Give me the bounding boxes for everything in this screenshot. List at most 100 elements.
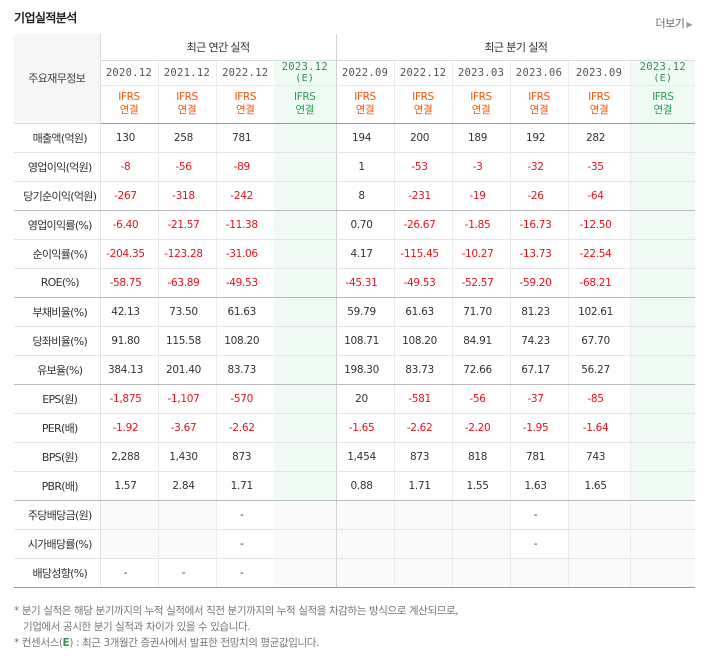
table-cell bbox=[335, 558, 395, 588]
column-date: 2022.12 bbox=[393, 60, 453, 86]
table-cell bbox=[100, 500, 158, 530]
table-cell bbox=[629, 529, 696, 559]
column-date: 2023.12 (E) bbox=[629, 60, 696, 86]
table-row: BPS(원) 2,288 1,430 873 1,454 873 818 781 743 bbox=[14, 442, 696, 472]
table-cell: 67.70 bbox=[567, 326, 631, 356]
table-cell: 1.71 bbox=[215, 471, 274, 501]
table-cell bbox=[274, 268, 337, 298]
table-cell bbox=[451, 500, 511, 530]
table-cell: -1.65 bbox=[335, 413, 395, 443]
table-cell: 2,288 bbox=[100, 442, 158, 472]
table-cell: -21.57 bbox=[157, 210, 216, 240]
column-accounting-basis: IFRS 연결 bbox=[509, 85, 569, 124]
table-cell bbox=[509, 558, 569, 588]
table-cell: -6.40 bbox=[100, 210, 158, 240]
table-cell bbox=[274, 239, 337, 269]
column-accounting-basis: IFRS 연결 bbox=[215, 85, 274, 124]
table-cell: 102.61 bbox=[567, 297, 631, 327]
table-cell: -64 bbox=[567, 181, 631, 211]
table-cell bbox=[567, 529, 631, 559]
table-cell: -1.85 bbox=[451, 210, 511, 240]
table-cell: -115.45 bbox=[393, 239, 453, 269]
column-date: 2021.12 bbox=[157, 60, 216, 86]
more-link[interactable]: 더보기 ▶ bbox=[655, 15, 692, 31]
column-accounting-basis: IFRS 연결 bbox=[393, 85, 453, 124]
row-label: EPS(원) bbox=[14, 384, 101, 414]
table-cell: 71.70 bbox=[451, 297, 511, 327]
table-cell bbox=[274, 355, 337, 385]
table-cell: -31.06 bbox=[215, 239, 274, 269]
table-cell bbox=[274, 297, 337, 327]
table-cell: -570 bbox=[215, 384, 274, 414]
row-label: 유보율(%) bbox=[14, 355, 101, 385]
table-cell: 108.20 bbox=[393, 326, 453, 356]
row-label: 순이익률(%) bbox=[14, 239, 101, 269]
table-cell: 83.73 bbox=[393, 355, 453, 385]
table-cell: 4.17 bbox=[335, 239, 395, 269]
table-row: 순이익률(%) -204.35 -123.28 -31.06 4.17 -115.45 -1… bbox=[14, 239, 696, 269]
table-cell: 198.30 bbox=[335, 355, 395, 385]
column-accounting-basis: IFRS 연결 bbox=[274, 85, 337, 124]
column-date: 2023.09 bbox=[567, 60, 631, 86]
table-cell bbox=[274, 384, 337, 414]
column-accounting-basis: IFRS 연결 bbox=[100, 85, 158, 124]
table-cell bbox=[274, 558, 337, 588]
table-cell: -1,107 bbox=[157, 384, 216, 414]
table-cell: -26 bbox=[509, 181, 569, 211]
table-cell: 384.13 bbox=[100, 355, 158, 385]
table-cell bbox=[629, 210, 696, 240]
table-cell: 108.20 bbox=[215, 326, 274, 356]
table-cell bbox=[629, 181, 696, 211]
table-cell: 42.13 bbox=[100, 297, 158, 327]
table-cell: - bbox=[215, 558, 274, 588]
table-cell: -49.53 bbox=[215, 268, 274, 298]
section-title: 기업실적분석 bbox=[14, 11, 77, 25]
column-accounting-basis: IFRS 연결 bbox=[335, 85, 395, 124]
table-cell: -3 bbox=[451, 152, 511, 182]
table-cell: 0.70 bbox=[335, 210, 395, 240]
table-cell: -56 bbox=[157, 152, 216, 182]
table-row: 영업이익(억원) -8 -56 -89 1 -53 -3 -32 -35 bbox=[14, 152, 696, 182]
table-cell: 2.84 bbox=[157, 471, 216, 501]
column-date: 2020.12 bbox=[100, 60, 158, 86]
table-cell: -1.64 bbox=[567, 413, 631, 443]
table-cell bbox=[274, 442, 337, 472]
table-cell: 91.80 bbox=[100, 326, 158, 356]
table-cell: 115.58 bbox=[157, 326, 216, 356]
table-cell: -63.89 bbox=[157, 268, 216, 298]
table-row: EPS(원) -1,875 -1,107 -570 20 -581 -56 -37 -85 bbox=[14, 384, 696, 414]
table-cell bbox=[567, 500, 631, 530]
table-cell: 81.23 bbox=[509, 297, 569, 327]
table-cell bbox=[451, 558, 511, 588]
table-cell: 1.63 bbox=[509, 471, 569, 501]
table-cell: -16.73 bbox=[509, 210, 569, 240]
table-cell: -581 bbox=[393, 384, 453, 414]
table-cell: -267 bbox=[100, 181, 158, 211]
table-cell bbox=[393, 529, 453, 559]
table-cell: 59.79 bbox=[335, 297, 395, 327]
table-cell: -56 bbox=[451, 384, 511, 414]
row-label: ROE(%) bbox=[14, 268, 101, 298]
table-cell: -2.20 bbox=[451, 413, 511, 443]
table-row: 당기순이익(억원) -267 -318 -242 8 -231 -19 -26 -64 bbox=[14, 181, 696, 211]
table-cell: -13.73 bbox=[509, 239, 569, 269]
table-cell: 67.17 bbox=[509, 355, 569, 385]
table-cell bbox=[157, 529, 216, 559]
table-cell: 781 bbox=[215, 123, 274, 153]
table-cell: -52.57 bbox=[451, 268, 511, 298]
table-cell bbox=[335, 529, 395, 559]
table-cell bbox=[629, 413, 696, 443]
table-cell: -231 bbox=[393, 181, 453, 211]
table-cell: 1 bbox=[335, 152, 395, 182]
table-row: ROE(%) -58.75 -63.89 -49.53 -45.31 -49.53 -52.… bbox=[14, 268, 696, 298]
table-cell: -8 bbox=[100, 152, 158, 182]
table-cell: 130 bbox=[100, 123, 158, 153]
table-cell: -3.67 bbox=[157, 413, 216, 443]
table-cell: 20 bbox=[335, 384, 395, 414]
table-cell bbox=[274, 529, 337, 559]
table-row: 매출액(억원) 130 258 781 194 200 189 192 282 bbox=[14, 123, 696, 153]
table-cell: -37 bbox=[509, 384, 569, 414]
table-cell bbox=[100, 529, 158, 559]
table-row: 시가배당률(%) - - bbox=[14, 529, 696, 559]
table-cell: 1.65 bbox=[567, 471, 631, 501]
